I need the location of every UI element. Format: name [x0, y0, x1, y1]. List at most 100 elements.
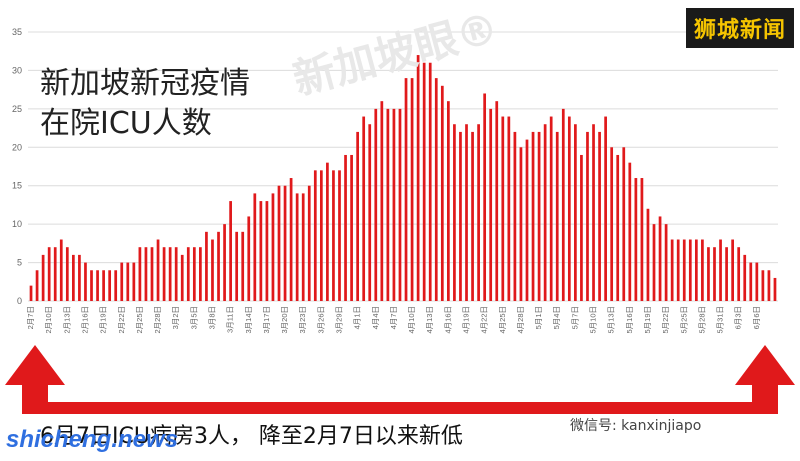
- bar: [428, 62, 432, 301]
- bar: [652, 224, 656, 301]
- bar: [277, 185, 281, 301]
- x-tick-label: 5月22日: [661, 306, 670, 334]
- title-line-2: 在院ICU人数: [40, 106, 212, 141]
- bar: [235, 231, 239, 301]
- x-tick-label: 3月11日: [226, 306, 235, 333]
- bar: [398, 108, 402, 301]
- bar: [199, 247, 202, 301]
- x-tick-label: 4月16日: [443, 306, 452, 334]
- bar: [761, 270, 765, 301]
- x-tick-label: 3月8日: [207, 306, 216, 329]
- x-tick-label: 2月10日: [44, 306, 53, 334]
- bar: [356, 131, 359, 301]
- bar: [247, 216, 251, 301]
- bar: [392, 108, 396, 301]
- bar: [192, 247, 196, 301]
- bar: [368, 124, 372, 301]
- left-up-arrow: [5, 345, 65, 406]
- bar: [295, 193, 299, 301]
- bar: [186, 247, 190, 301]
- x-tick-label: 4月4日: [371, 306, 380, 329]
- x-tick-label: 3月17日: [262, 306, 271, 334]
- source-tag: 狮城新闻: [685, 8, 794, 48]
- chart-title: 新加坡新冠疫情 在院ICU人数: [40, 66, 250, 141]
- bar: [477, 124, 480, 301]
- bar: [410, 78, 414, 301]
- bar: [483, 93, 487, 301]
- bar: [658, 216, 662, 301]
- bar: [265, 201, 269, 301]
- bar: [404, 78, 408, 301]
- bar: [640, 178, 644, 301]
- x-tick-label: 2月7日: [26, 306, 35, 329]
- bar: [688, 239, 692, 301]
- bar: [543, 124, 547, 301]
- bar: [35, 270, 39, 301]
- bar: [114, 270, 118, 301]
- x-tick-label: 5月19日: [643, 306, 652, 334]
- bar: [489, 108, 493, 301]
- x-tick-label: 3月14日: [244, 306, 253, 334]
- bar: [592, 124, 595, 301]
- bar: [174, 247, 178, 301]
- x-tick-label: 6月6日: [752, 306, 761, 329]
- x-tick-label: 5月4日: [552, 306, 561, 329]
- title-line-1: 新加坡新冠疫情: [40, 66, 250, 101]
- bar: [725, 247, 728, 301]
- bar: [72, 254, 75, 301]
- bar: [416, 55, 420, 301]
- bar: [422, 62, 426, 301]
- y-tick-label: 10: [12, 219, 22, 229]
- bar: [574, 124, 577, 301]
- bar: [229, 201, 232, 301]
- bar: [495, 101, 499, 302]
- bar: [743, 254, 747, 301]
- x-tick-label: 2月25日: [135, 306, 144, 334]
- x-tick-label: 5月16日: [625, 306, 634, 334]
- bar: [241, 231, 245, 301]
- x-tick-label: 5月25日: [679, 306, 688, 334]
- bar: [676, 239, 680, 301]
- bar: [102, 270, 105, 301]
- bar: [84, 262, 87, 301]
- bar: [344, 154, 347, 301]
- y-tick-label: 5: [17, 258, 22, 268]
- bar: [90, 270, 93, 301]
- bar: [628, 162, 632, 301]
- x-tick-label: 4月10日: [407, 306, 416, 334]
- bar: [586, 131, 589, 301]
- bar: [374, 108, 378, 301]
- bar: [120, 262, 124, 301]
- bar: [96, 270, 99, 301]
- x-tick-label: 3月5日: [189, 306, 198, 329]
- bar: [713, 247, 716, 301]
- x-tick-label: 2月22日: [117, 306, 126, 334]
- x-tick-label: 4月19日: [462, 306, 471, 334]
- y-tick-label: 35: [12, 27, 22, 37]
- x-tick-label: 5月7日: [570, 306, 579, 329]
- bar: [126, 262, 130, 301]
- bar: [622, 147, 626, 301]
- y-tick-labels: 0 5 10 15 20 25 30 35: [12, 27, 22, 306]
- bar: [138, 247, 142, 301]
- x-tick-label: 3月26日: [316, 306, 325, 334]
- bar: [561, 108, 565, 301]
- x-tick-label: 5月1日: [534, 306, 543, 329]
- bar: [447, 101, 450, 302]
- bar: [707, 247, 710, 301]
- x-tick-label: 5月31日: [716, 306, 725, 334]
- bar: [749, 262, 753, 301]
- caption: 6月7日ICU病房3人， 降至2月7日以来新低: [40, 424, 463, 449]
- bar: [326, 162, 329, 301]
- y-tick-label: 30: [12, 65, 22, 75]
- x-tick-label: 4月28日: [516, 306, 525, 334]
- site-logo: shicheng.news: [6, 426, 179, 453]
- bar: [525, 139, 529, 301]
- bar: [598, 131, 601, 301]
- bar: [313, 170, 317, 301]
- bar: [59, 239, 63, 301]
- x-tick-labels: 2月7日 2月10日 2月13日 2月16日 2月19日 2月22日 2月25日 2月28日 3…: [26, 306, 761, 334]
- bar: [567, 116, 571, 302]
- bar: [380, 101, 384, 302]
